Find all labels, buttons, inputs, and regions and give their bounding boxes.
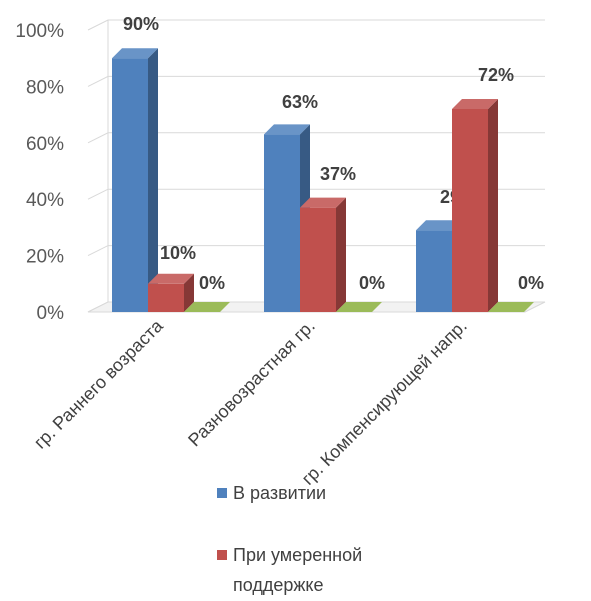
bar-front	[264, 134, 300, 312]
data-label: 0%	[359, 273, 385, 293]
bar-front	[300, 207, 336, 312]
y-tick-label: 80%	[26, 77, 64, 98]
bar-side	[184, 273, 194, 312]
bar-top	[416, 220, 462, 231]
data-label: 63%	[282, 92, 318, 112]
bar-top	[488, 302, 534, 312]
bar-top	[264, 124, 310, 135]
gridline	[87, 188, 545, 200]
legend-swatch	[217, 550, 227, 560]
bar-top	[184, 302, 230, 312]
y-tick-label: 60%	[26, 134, 64, 155]
bar-top	[300, 197, 346, 208]
bar-top	[148, 273, 194, 284]
y-tick-label: 100%	[15, 21, 64, 42]
bar-side	[148, 48, 158, 312]
bar-front	[452, 108, 488, 313]
bar-front	[112, 58, 148, 313]
y-tick-label: 20%	[26, 247, 64, 268]
y-tick-label: 40%	[26, 190, 64, 211]
bar-side	[488, 98, 498, 313]
y-tick-label: 0%	[37, 303, 65, 324]
data-label: 37%	[320, 164, 356, 184]
category-label: Разновозрастная гр.	[184, 316, 319, 451]
bar-top	[452, 98, 498, 109]
gridline	[87, 245, 545, 257]
legend-label: В развитии	[233, 483, 326, 503]
data-label: 0%	[518, 273, 544, 293]
bar-top	[112, 48, 158, 59]
legend-swatch	[217, 488, 227, 498]
data-label: 0%	[199, 273, 225, 293]
gridline	[87, 132, 545, 144]
legend-label: При умеренной поддержке	[233, 545, 362, 595]
category-label: гр. Компенсирующей напр.	[298, 316, 471, 489]
data-label: 10%	[160, 243, 196, 263]
bar-front	[148, 283, 184, 312]
bar-top	[336, 302, 382, 312]
category-label: гр. Раннего возраста	[30, 315, 168, 453]
bar-front	[416, 230, 452, 312]
data-label: 72%	[478, 65, 514, 85]
gridline	[87, 19, 545, 31]
bar-side	[336, 197, 346, 312]
gridline	[87, 75, 545, 87]
data-label: 90%	[123, 14, 159, 34]
